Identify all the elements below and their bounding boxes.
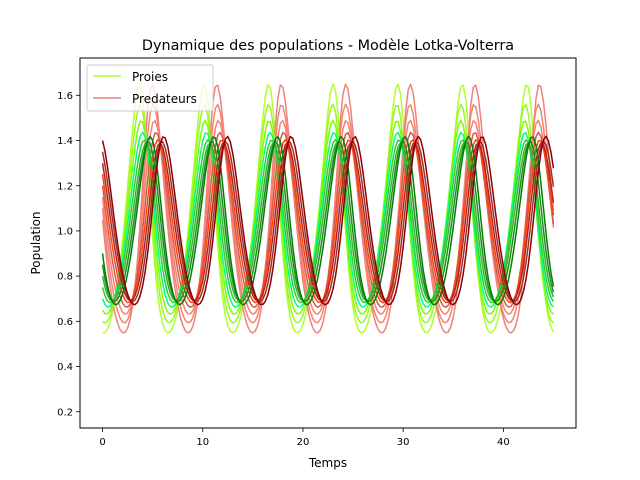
legend-label-prey: Proies	[132, 70, 168, 84]
axes-frame	[79, 57, 577, 429]
series-line-predator-7	[101, 131, 555, 308]
x-axis-ticks: 0 10 20 30 40	[99, 428, 510, 448]
y-tick-label: 1.4	[57, 136, 73, 147]
series-line-predator-15	[101, 135, 555, 306]
y-tick-label: 1.2	[57, 181, 73, 192]
legend-label-predator: Predateurs	[132, 92, 197, 106]
x-axis-label: Temps	[308, 456, 347, 470]
y-axis-ticks: 0.2 0.4 0.6 0.8 1.0 1.2 1.4 1.6	[57, 91, 80, 418]
x-tick-label: 30	[397, 437, 410, 448]
series-line-prey-14	[101, 135, 555, 306]
series-line-predator-13	[101, 140, 555, 303]
x-tick-label: 20	[297, 437, 310, 448]
x-tick-label: 40	[497, 437, 510, 448]
chart-title: Dynamique des populations - Modèle Lotka…	[142, 38, 514, 54]
series-layer	[101, 83, 555, 334]
y-tick-label: 0.4	[57, 362, 73, 373]
y-tick-label: 0.8	[57, 272, 73, 283]
y-tick-label: 1.0	[57, 227, 73, 238]
y-axis-label: Population	[29, 211, 43, 274]
x-tick-label: 0	[99, 437, 105, 448]
series-line-prey-12	[101, 140, 555, 303]
series-line-prey-10	[101, 141, 555, 302]
y-tick-label: 1.6	[57, 91, 73, 102]
y-tick-label: 0.2	[57, 407, 73, 418]
y-tick-label: 0.6	[57, 317, 73, 328]
x-tick-label: 10	[196, 437, 209, 448]
legend: Proies Predateurs	[86, 64, 214, 112]
plot-area: 0 10 20 30 40 0.2 0.4 0.6 0.8 1.0 1.2 1.4 1.6	[57, 57, 577, 448]
